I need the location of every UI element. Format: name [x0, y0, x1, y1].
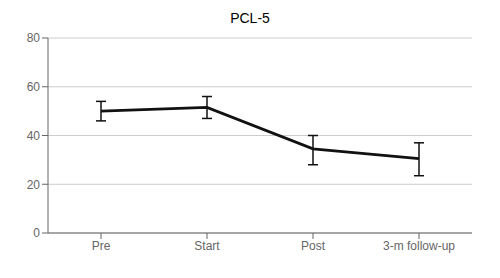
svg-text:Pre: Pre	[92, 239, 111, 253]
svg-text:20: 20	[27, 178, 41, 192]
svg-text:80: 80	[27, 31, 41, 45]
svg-text:Start: Start	[194, 239, 220, 253]
svg-text:40: 40	[27, 129, 41, 143]
svg-text:Post: Post	[301, 239, 326, 253]
html-text:PCL-5: PCL-5	[230, 10, 270, 26]
svg-text:60: 60	[27, 80, 41, 94]
svg-text:0: 0	[33, 226, 40, 240]
svg-text:3-m follow-up: 3-m follow-up	[383, 239, 455, 253]
